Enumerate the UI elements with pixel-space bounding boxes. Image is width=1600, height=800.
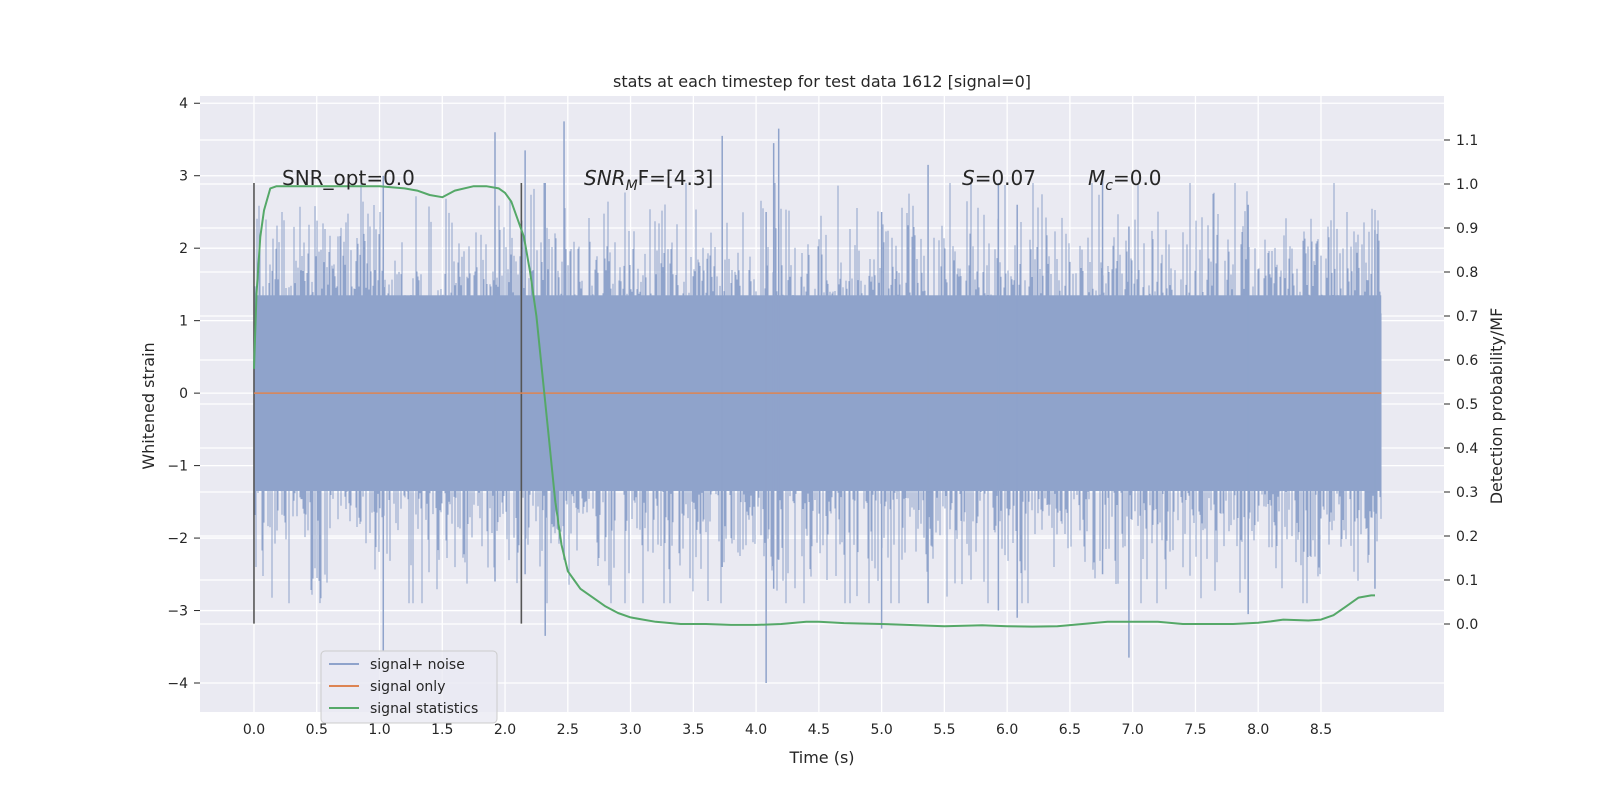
mc-sub: c — [1105, 178, 1113, 194]
snr-mf-rest: F=[4.3] — [638, 166, 714, 190]
annotation-s: S=0.07 — [962, 166, 1036, 190]
x-tick-label: 4.5 — [808, 722, 830, 738]
annotation-snr-mf: SNRMF=[4.3] — [584, 166, 713, 194]
legend-label-signal-noise: signal+ noise — [370, 657, 465, 673]
legend-label-signal-statistics: signal statistics — [370, 701, 478, 717]
mc-value: =0.0 — [1113, 166, 1162, 190]
x-tick-label: 1.5 — [431, 722, 453, 738]
x-axis-title: Time (s) — [788, 748, 854, 767]
legend-label-signal-only: signal only — [370, 679, 445, 695]
line-series — [253, 185, 1382, 628]
annotation-mc: Mc=0.0 — [1088, 166, 1162, 194]
x-tick-label: 7.0 — [1122, 722, 1144, 738]
x-tick-label: 5.0 — [870, 722, 892, 738]
y-right-tick-label: 0.4 — [1456, 441, 1478, 457]
tick-labels: 0.0 0.5 1.0 1.5 2.0 2.5 3.0 3.5 4.0 4.5 5.0 5.5 6.0 6… — [167, 96, 1478, 738]
legend-box — [320, 650, 498, 724]
signal-statistics-line — [253, 185, 1375, 628]
y-left-tick-label: −2 — [167, 531, 188, 547]
annotation-snr-opt: SNR_opt=0.0 — [282, 166, 415, 190]
y-right-tick-label: 0.5 — [1456, 397, 1478, 413]
x-tick-label: 4.0 — [745, 722, 767, 738]
y-left-tick-label: 4 — [179, 96, 188, 112]
y-left-tick-label: 0 — [179, 386, 188, 402]
y-left-tick-label: −1 — [167, 459, 188, 475]
y-left-tick-label: 1 — [179, 314, 188, 330]
snr-mf-base: SNR — [584, 166, 626, 190]
y-right-tick-label: 1.0 — [1456, 177, 1478, 193]
y-axis-title-left: Whitened strain — [139, 342, 158, 469]
y-axis-title-right: Detection probability/MF — [1487, 308, 1506, 505]
x-tick-label: 0.5 — [306, 722, 328, 738]
s-value: =0.07 — [975, 166, 1036, 190]
snr-mf-sub: M — [626, 178, 638, 194]
x-tick-label: 8.5 — [1310, 722, 1332, 738]
y-left-tick-label: 2 — [179, 241, 188, 257]
x-tick-label: 1.0 — [368, 722, 390, 738]
x-tick-label: 3.0 — [619, 722, 641, 738]
s-label: S — [962, 166, 975, 190]
y-right-tick-label: 0.7 — [1456, 309, 1478, 325]
chart-title: stats at each timestep for test data 161… — [613, 72, 1031, 91]
vertical-markers — [253, 182, 523, 624]
y-right-tick-label: 0.8 — [1456, 265, 1478, 281]
x-tick-label: 5.5 — [933, 722, 955, 738]
x-tick-label: 0.0 — [243, 722, 265, 738]
x-tick-label: 8.0 — [1247, 722, 1269, 738]
y-right-tick-label: 0.9 — [1456, 221, 1478, 237]
x-tick-label: 2.5 — [557, 722, 579, 738]
y-right-tick-label: 0.1 — [1456, 573, 1478, 589]
y-right-tick-label: 0.6 — [1456, 353, 1478, 369]
y-right-tick-label: 0.0 — [1456, 617, 1478, 633]
x-tick-label: 2.0 — [494, 722, 516, 738]
x-tick-label: 6.5 — [1059, 722, 1081, 738]
y-right-tick-label: 0.3 — [1456, 485, 1478, 501]
y-left-tick-label: 3 — [179, 169, 188, 185]
y-left-tick-label: −4 — [167, 676, 188, 692]
y-right-tick-label: 1.1 — [1456, 133, 1478, 149]
mc-base: M — [1088, 166, 1105, 190]
x-tick-label: 3.5 — [682, 722, 704, 738]
x-tick-label: 7.5 — [1184, 722, 1206, 738]
legend: signal+ noise signal only signal statist… — [320, 650, 498, 724]
y-right-tick-label: 0.2 — [1456, 529, 1478, 545]
y-left-tick-label: −3 — [167, 604, 188, 620]
x-tick-label: 6.0 — [996, 722, 1018, 738]
